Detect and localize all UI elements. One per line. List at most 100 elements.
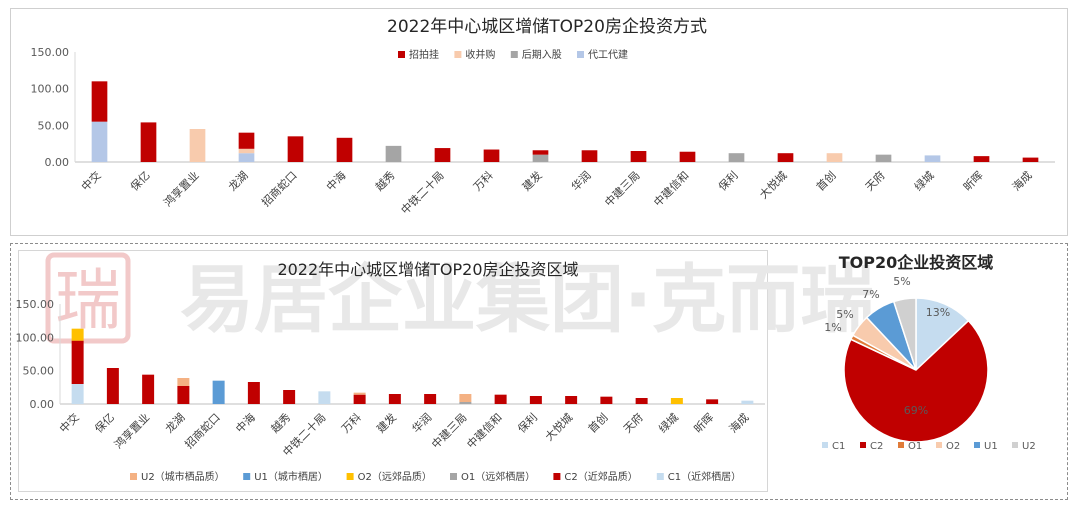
pie-data-label: 7%	[862, 288, 879, 301]
pie-legend-label: O2	[946, 441, 960, 452]
pie-legend-swatch	[898, 442, 904, 448]
pie-data-label: 13%	[926, 306, 950, 319]
bar-segment	[434, 148, 451, 162]
legend-label: O1（远郊栖居）	[461, 470, 535, 483]
bar-segment	[238, 153, 255, 162]
legend-label: 招拍挂	[409, 48, 439, 61]
bar-segment	[532, 154, 549, 162]
pie-slice	[915, 297, 970, 372]
pie-legend-swatch	[822, 442, 828, 448]
bar-segment	[353, 394, 366, 404]
bar-segment	[679, 151, 696, 162]
legend-label: 后期入股	[522, 49, 562, 61]
legend-label: C1（近郊栖居）	[668, 470, 741, 483]
bar-segment	[635, 398, 648, 404]
y-tick-label: 150.00	[31, 46, 70, 59]
y-tick-label: 100.00	[31, 83, 70, 96]
pie-legend-label: C1	[832, 441, 845, 452]
pie-data-label: 1%	[824, 321, 841, 334]
bar-segment	[71, 384, 84, 404]
y-tick-label: 100.00	[16, 331, 55, 344]
bar-segment	[189, 129, 206, 162]
bar-segment	[238, 148, 255, 154]
bar-segment	[142, 374, 155, 404]
pie-slice	[843, 319, 989, 443]
bar-segment	[287, 136, 304, 162]
legend-swatch	[450, 473, 457, 480]
chart-title: 2022年中心城区增储TOP20房企投资区域	[277, 260, 578, 279]
bar-segment	[71, 340, 84, 384]
legend-swatch	[577, 51, 584, 58]
bar-segment	[494, 394, 507, 404]
legend-swatch	[510, 51, 518, 58]
bar-segment	[424, 394, 437, 404]
region-chart-frame	[18, 250, 768, 492]
legend-swatch	[130, 473, 137, 480]
y-tick-label: 50.00	[23, 365, 55, 378]
bar-segment	[532, 150, 549, 155]
legend-label: O2（远郊品质）	[358, 470, 432, 483]
bar-segment	[728, 153, 745, 162]
pie-legend-swatch	[860, 442, 866, 448]
bar-segment	[924, 155, 941, 162]
legend-swatch	[553, 473, 561, 480]
legend-label: U2（城市栖品质）	[141, 470, 225, 483]
bar-segment	[385, 145, 402, 162]
legend-label: 收并购	[465, 48, 495, 61]
chart-title: 2022年中心城区增储TOP20房企投资方式	[387, 17, 707, 37]
bar-segment	[581, 150, 598, 162]
bar-segment	[630, 151, 647, 162]
legend-label: 代工代建	[588, 48, 628, 61]
bar-segment	[1022, 157, 1039, 162]
pie-legend-label: U1	[984, 441, 998, 452]
top-chart-panel	[10, 8, 1068, 236]
y-tick-label: 0.00	[45, 156, 70, 169]
pie-legend-swatch	[936, 442, 942, 448]
pie-legend-swatch	[974, 442, 980, 448]
bar-segment	[177, 386, 190, 404]
pie-data-label: 69%	[904, 404, 928, 417]
y-tick-label: 0.00	[30, 398, 55, 411]
bar-segment	[565, 396, 578, 404]
bottom-chart-panel	[10, 243, 1068, 500]
bar-segment	[826, 153, 843, 162]
pie-slice	[892, 297, 917, 371]
bar-segment	[483, 149, 500, 162]
y-tick-label: 150.00	[16, 298, 55, 311]
legend-swatch	[346, 473, 354, 480]
bar-segment	[140, 122, 157, 162]
pie-legend-label: C2	[870, 441, 883, 452]
investment-method-chart: 2022年中心城区增储TOP20房企投资方式 0.00 50.00 100.00 150…	[31, 17, 1055, 217]
bar-segment	[336, 137, 353, 162]
y-tick-label: 50.00	[38, 119, 70, 132]
pie-legend-swatch	[1012, 442, 1018, 448]
bar-segment	[459, 402, 472, 404]
legend-swatch	[243, 473, 251, 480]
pie-legend-label: O1	[908, 441, 922, 452]
legend-label: C2（近郊品质）	[564, 470, 637, 483]
pie-title: TOP20企业投资区域	[839, 253, 994, 272]
pie-data-label: 5%	[893, 275, 910, 288]
bar-segment	[318, 391, 331, 404]
bar-segment	[529, 396, 542, 404]
legend-label: U1（城市栖居）	[254, 470, 328, 483]
bar-segment	[212, 380, 225, 404]
bar-segment	[177, 378, 190, 386]
bar-segment	[353, 392, 366, 395]
bar-segment	[741, 400, 754, 404]
bar-segment	[706, 399, 719, 404]
bar-segment	[388, 394, 401, 404]
bar-segment	[670, 398, 683, 404]
bar-segment	[875, 154, 892, 162]
bar-segment	[777, 153, 794, 162]
bar-segment	[106, 368, 119, 404]
bar-segment	[283, 390, 296, 404]
bar-segment	[459, 394, 472, 402]
bar-segment	[91, 121, 108, 162]
bar-segment	[71, 328, 84, 341]
pie-data-label: 5%	[836, 308, 853, 321]
bar-segment	[247, 382, 260, 404]
bar-segment	[973, 156, 990, 162]
